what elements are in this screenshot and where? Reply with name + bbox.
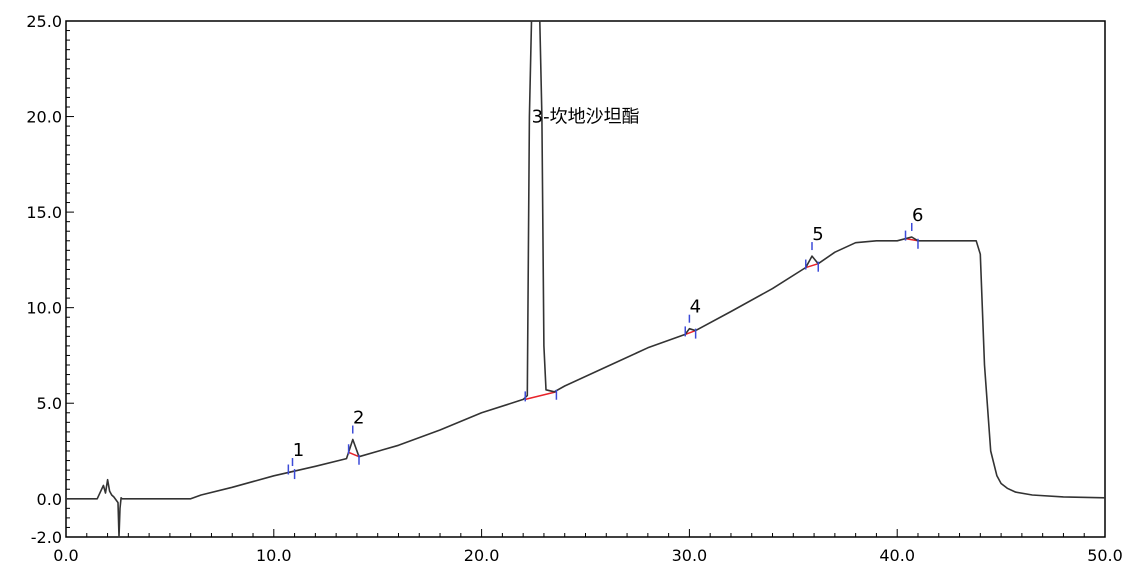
peak-label: 3-坎地沙坦酯 [532, 107, 640, 128]
peak-label: 1 [293, 440, 304, 461]
y-tick-label: 25.0 [26, 12, 62, 31]
x-tick-label: 20.0 [464, 546, 500, 565]
trace [66, 20, 1106, 538]
peak-baseline [684, 329, 696, 336]
peak-label: 2 [353, 408, 364, 429]
peak-labels: 1 2 3-坎地沙坦酯 4 5 6 [293, 107, 924, 461]
x-tick-label: 30.0 [672, 546, 708, 565]
y-tick-label: 0.0 [37, 490, 62, 509]
x-tick-label: 0.0 [53, 546, 78, 565]
y-tick-label: 20.0 [26, 108, 62, 127]
axes [65, 20, 1106, 538]
y-tick-label: 10.0 [26, 299, 62, 318]
y-tick-label: -2.0 [31, 528, 62, 547]
peak-baseline [348, 451, 360, 458]
peak-baseline [805, 262, 819, 269]
peak-label: 6 [912, 205, 923, 226]
tick-labels: 0.0 10.0 20.0 30.0 40.0 50.0-2.00.05.010.015.… [26, 12, 1122, 565]
plot-frame [65, 20, 1106, 538]
peak-markers [287, 222, 919, 480]
x-tick-label: 10.0 [256, 546, 292, 565]
peak-baselines [288, 237, 919, 474]
peak-label: 5 [812, 224, 823, 245]
x-tick-label: 40.0 [879, 546, 915, 565]
ticks [65, 20, 1106, 538]
peak-label: 4 [690, 297, 701, 318]
peak-baseline [525, 391, 557, 401]
x-tick-label: 50.0 [1087, 546, 1123, 565]
y-tick-label: 5.0 [37, 394, 62, 413]
chromatogram-trace [66, 20, 1106, 538]
y-tick-label: 15.0 [26, 203, 62, 222]
